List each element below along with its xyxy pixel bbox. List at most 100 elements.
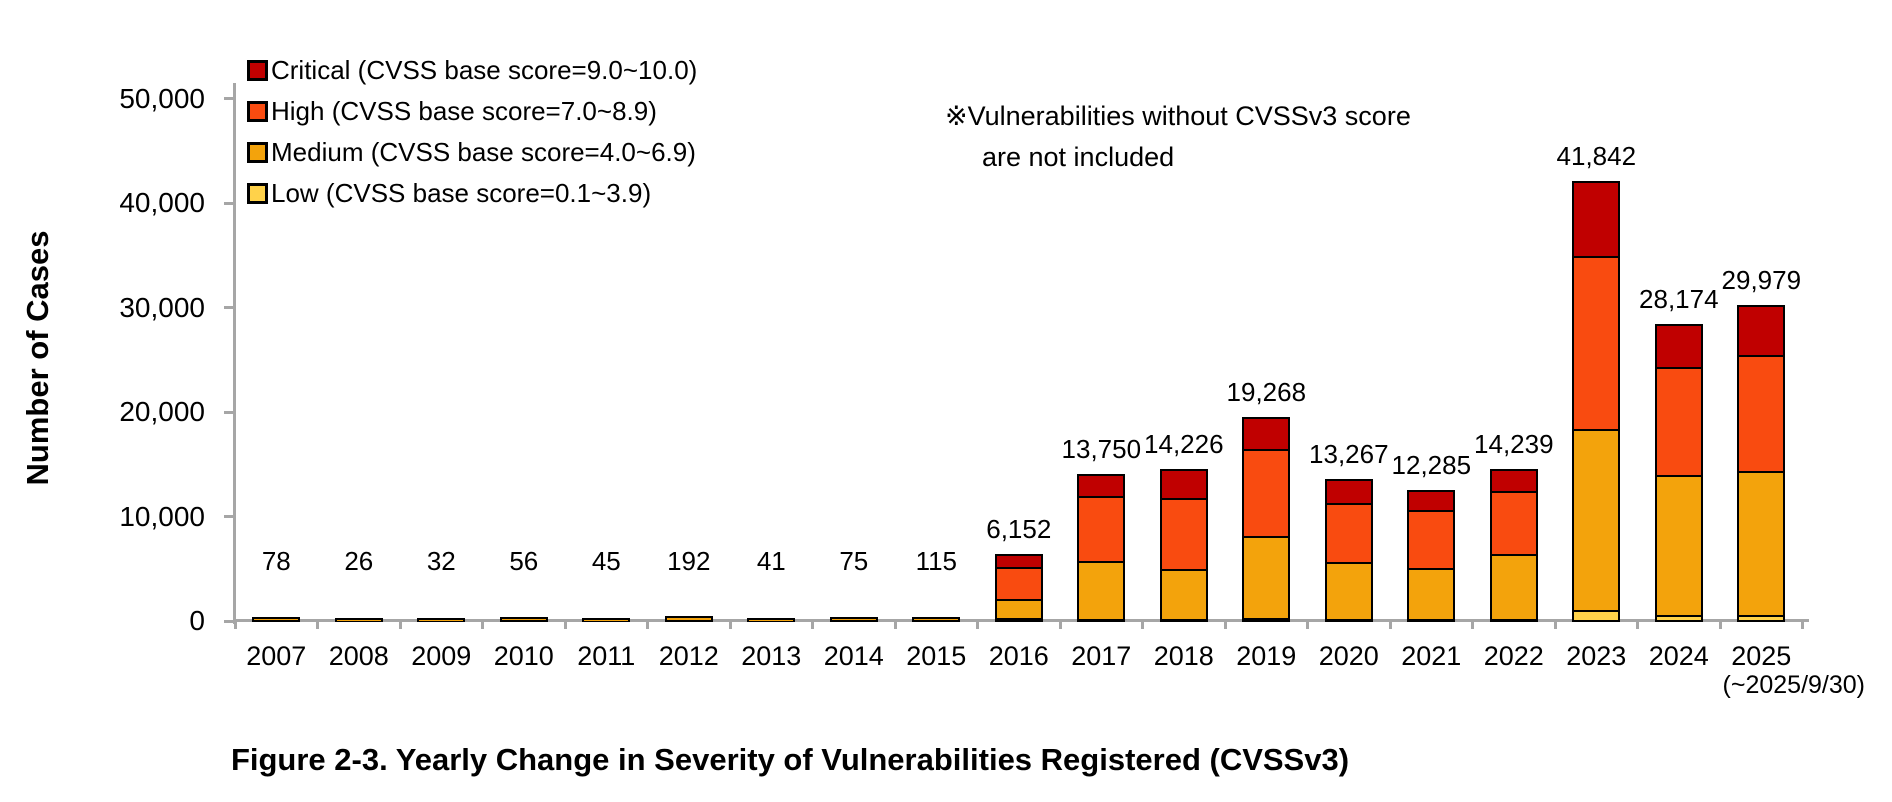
legend-swatch-icon [247, 142, 268, 163]
bar-segment-critical [1656, 325, 1701, 368]
legend-label: Low (CVSS base score=0.1~3.9) [271, 178, 652, 208]
x-axis-label-2016: 2016 [988, 641, 1049, 671]
bar-value-label: 45 [591, 546, 621, 576]
x-axis-label-2023: 2023 [1566, 641, 1627, 671]
bar-2010 [499, 617, 548, 622]
x-axis-label-2017: 2017 [1071, 641, 1132, 671]
x-axis-tick [1553, 622, 1557, 629]
legend-swatch-icon [247, 101, 268, 122]
bar-segment-medium [584, 619, 629, 620]
legend-item: Medium (CVSS base score=4.0~6.9) [247, 132, 697, 173]
x-axis-tick [811, 622, 814, 629]
x-axis-tick [398, 622, 402, 629]
bar-segment-critical [1161, 471, 1206, 498]
bar-segment-critical [1079, 476, 1124, 496]
x-axis-label-2008: 2008 [328, 641, 389, 671]
y-axis-tick [224, 619, 234, 623]
bar-segment-high [1079, 495, 1124, 561]
x-axis-label-2025: 2025 [1731, 641, 1792, 671]
legend-label: Medium (CVSS base score=4.0~6.9) [271, 137, 696, 167]
x-axis-label-2022: 2022 [1483, 641, 1544, 671]
bar-segment-high [1409, 510, 1454, 568]
bar-segment-low [1161, 618, 1206, 621]
x-axis-tick [316, 622, 319, 629]
bar-segment-low [1656, 614, 1701, 620]
y-axis-tick-label: 30,000 [119, 291, 205, 323]
legend-label: Critical (CVSS base score=9.0~10.0) [271, 55, 698, 85]
legend-swatch-icon [247, 183, 268, 204]
x-axis-label-2009: 2009 [411, 641, 472, 671]
bar-segment-low [1739, 614, 1784, 620]
x-axis-label-2010: 2010 [493, 641, 554, 671]
bar-2008 [334, 617, 383, 622]
bar-segment-low [1244, 618, 1289, 621]
bar-value-label: 6,152 [986, 513, 1052, 544]
bar-value-label: 75 [839, 546, 869, 576]
bar-segment-high [1739, 355, 1784, 472]
bar-segment-medium [1409, 567, 1454, 619]
x-axis-tick [893, 622, 897, 629]
annotation-note-line2: are not included [982, 142, 1175, 172]
figure-caption: Figure 2-3. Yearly Change in Severity of… [230, 742, 1350, 777]
bar-segment-medium [254, 619, 299, 620]
bar-value-label: 13,267 [1309, 439, 1389, 470]
y-axis-tick-label: 0 [189, 605, 205, 636]
bar-segment-medium [914, 618, 959, 620]
bar-segment-critical [1739, 306, 1784, 356]
bar-2015 [912, 616, 961, 622]
x-axis-tick [1223, 622, 1227, 629]
legend: Critical (CVSS base score=9.0~10.0) High … [247, 50, 697, 214]
x-axis-label-2019: 2019 [1236, 641, 1297, 671]
x-axis-label-2012: 2012 [658, 641, 719, 671]
bar-2019 [1242, 416, 1291, 622]
x-axis-tick [481, 622, 484, 629]
bar-segment-medium [501, 619, 546, 620]
bar-segment-medium [666, 618, 711, 620]
bar-2013 [747, 617, 796, 622]
bar-value-label: 14,226 [1144, 429, 1224, 460]
bar-2020 [1324, 479, 1373, 622]
y-axis-tick-label: 40,000 [119, 187, 205, 218]
annotation-note: ※Vulnerabilities without CVSSv3 score ar… [945, 96, 1411, 178]
bar-value-label: 56 [509, 546, 539, 576]
bar-segment-high [1326, 503, 1371, 562]
legend-swatch-icon [247, 60, 268, 81]
bar-segment-medium [996, 598, 1041, 619]
bar-2007 [252, 617, 301, 622]
x-axis-tick [1058, 622, 1062, 629]
x-axis-tick [1141, 622, 1144, 629]
bar-2016 [994, 553, 1043, 622]
x-axis-label-2014: 2014 [823, 641, 884, 671]
bar-value-label: 12,285 [1391, 449, 1472, 480]
bar-segment-low [1326, 618, 1371, 621]
bar-value-label: 28,174 [1639, 283, 1719, 314]
bar-segment-low [1409, 618, 1454, 621]
bar-segment-low [1079, 618, 1124, 621]
bar-2011 [582, 617, 631, 622]
y-axis-tick [224, 410, 234, 414]
bar-segment-critical [1491, 471, 1536, 491]
bar-value-label: 41,842 [1556, 140, 1637, 171]
bar-value-label: 32 [426, 546, 456, 576]
annotation-note-line1: ※Vulnerabilities without CVSSv3 score [945, 101, 1411, 131]
y-axis-tick [224, 306, 234, 309]
x-axis-label-2015: 2015 [906, 641, 967, 671]
bar-segment-high [1161, 497, 1206, 569]
bar-segment-medium [1079, 560, 1124, 619]
bar-segment-medium [831, 619, 876, 620]
x-axis-tick [1636, 622, 1639, 629]
x-axis-tick [1801, 622, 1804, 629]
bar-segment-medium [1326, 561, 1371, 619]
legend-label: High (CVSS base score=7.0~8.9) [271, 96, 657, 126]
bar-value-label: 41 [756, 546, 786, 576]
y-axis-tick-label: 50,000 [119, 82, 205, 114]
bar-segment-critical [1244, 418, 1289, 449]
x-axis-label-2007: 2007 [246, 641, 307, 671]
bar-value-label: 192 [667, 546, 711, 576]
bar-segment-critical [996, 555, 1041, 567]
bar-2025 [1737, 304, 1786, 622]
x-axis-period-note: (~2025/9/30) [1722, 671, 1865, 699]
bar-segment-medium [1244, 535, 1289, 619]
x-axis-label-2018: 2018 [1153, 641, 1214, 671]
